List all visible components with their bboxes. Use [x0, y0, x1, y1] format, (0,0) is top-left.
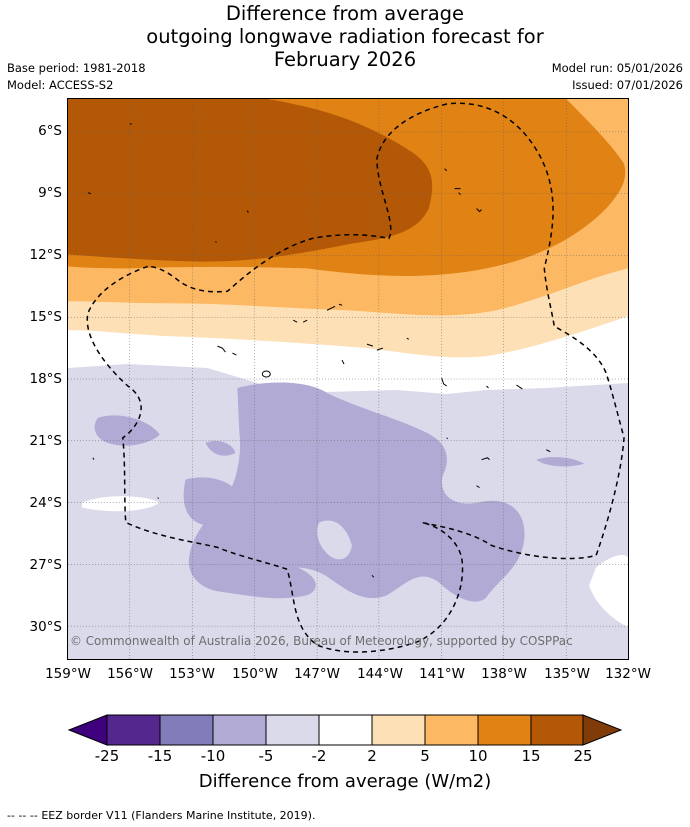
chart-title-line-1: Difference from average	[225, 2, 465, 25]
colorbar-tick-label: -15	[147, 747, 173, 765]
eez-legend: -- -- -- EEZ border V11 (Flanders Marine…	[7, 809, 315, 823]
map-panel: © Commonwealth of Australia 2026, Bureau…	[67, 98, 629, 660]
anomaly-region-neg5-main	[189, 382, 525, 602]
lon-label: 135°W	[544, 666, 590, 682]
anomaly-region-neg5-west	[94, 415, 160, 446]
colorbar-swatch	[319, 715, 372, 745]
eez-legend-text: EEZ border V11 (Flanders Marine Institut…	[41, 809, 316, 822]
issued-text: Issued: 07/01/2026	[572, 78, 683, 92]
lon-label: 153°W	[169, 666, 215, 682]
lon-label: 144°W	[357, 666, 403, 682]
lat-label: 27°S	[29, 557, 63, 573]
base-period-text: Base period: 1981-2018	[7, 61, 146, 75]
eez-legend-symbol: -- -- --	[7, 809, 38, 822]
colorbar-swatch	[531, 715, 583, 745]
lon-label: 138°W	[481, 666, 527, 682]
lat-label: 21°S	[29, 433, 63, 449]
model-run-text: Model run: 05/01/2026	[551, 61, 683, 75]
colorbar-swatch	[160, 715, 213, 745]
colorbar-tick-label: -5	[258, 747, 274, 765]
colorbar-swatch	[478, 715, 531, 745]
anomaly-region-neg5-mid	[183, 477, 240, 526]
colorbar-label: Difference from average (W/m2)	[198, 771, 492, 792]
lat-label: 12°S	[29, 247, 63, 263]
lat-label: 6°S	[38, 123, 62, 139]
colorbar-extend-high	[582, 714, 623, 746]
anomaly-region-near-zero-pocket-east	[589, 555, 628, 628]
lon-label: 141°W	[419, 666, 465, 682]
colorbar-tick-label: 25	[573, 747, 593, 765]
colorbar-dividers	[106, 714, 584, 746]
anomaly-region-neg2-pocket	[317, 520, 352, 560]
colorbar-tick-label: 2	[367, 747, 377, 765]
anomaly-region-neg5-small	[205, 440, 236, 456]
colorbar-tick-label: -25	[94, 747, 120, 765]
anomaly-region-pos15	[68, 99, 433, 262]
colorbar-tick-label: 5	[420, 747, 430, 765]
model-text: Model: ACCESS-S2	[7, 78, 114, 92]
colorbar-tick-label: -2	[311, 747, 327, 765]
lat-label: 30°S	[29, 619, 63, 635]
map-svg: © Commonwealth of Australia 2026, Bureau…	[68, 99, 628, 659]
chart-title-line-2: outgoing longwave radiation forecast for	[146, 25, 544, 48]
anomaly-region-neg5-east	[536, 457, 585, 467]
copyright-text: © Commonwealth of Australia 2026, Bureau…	[70, 634, 573, 648]
lon-label: 156°W	[107, 666, 153, 682]
lat-label: 18°S	[29, 371, 63, 387]
lon-label: 147°W	[294, 666, 340, 682]
colorbar	[67, 714, 623, 746]
lat-label: 9°S	[38, 185, 62, 201]
eez-border-line	[86, 102, 625, 653]
chart-title-line-3: February 2026	[273, 48, 417, 71]
lon-label: 150°W	[232, 666, 278, 682]
colorbar-tick-label: 10	[468, 747, 488, 765]
lon-label: 159°W	[45, 666, 91, 682]
colorbar-tick-label: 15	[521, 747, 541, 765]
islands	[87, 123, 551, 578]
gridlines	[68, 99, 628, 659]
colorbar-tick-label: -10	[200, 747, 226, 765]
colorbar-swatch	[266, 715, 319, 745]
colorbar-swatch	[425, 715, 478, 745]
lat-label: 24°S	[29, 495, 63, 511]
lon-label: 132°W	[605, 666, 651, 682]
colorbar-swatch	[213, 715, 266, 745]
colorbar-extend-low	[67, 714, 108, 746]
colorbar-swatch	[107, 715, 160, 745]
anomaly-region-near-zero-pocket	[81, 496, 160, 512]
lat-label: 15°S	[29, 309, 63, 325]
colorbar-swatch	[372, 715, 425, 745]
